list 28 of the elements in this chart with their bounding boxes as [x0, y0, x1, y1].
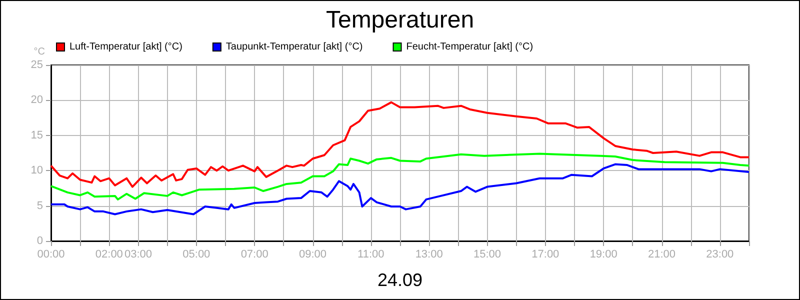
x-tick-label: 00:00: [37, 248, 65, 260]
x-axis-title: 24.09: [377, 270, 423, 290]
legend-label: Luft-Temperatur [akt] (°C): [70, 42, 182, 52]
x-tick-label: 17:00: [532, 248, 560, 260]
line-series: [50, 101, 750, 188]
x-tick-label: 03:00: [124, 248, 152, 260]
line-series: [50, 152, 750, 200]
y-tick-label: 20: [30, 94, 43, 106]
x-tick-label: 13:00: [415, 248, 443, 260]
y-tick-label: 5: [36, 200, 43, 212]
y-tick-label: 25: [30, 59, 43, 71]
y-axis-title: °C: [34, 46, 45, 58]
y-tick-label: 0: [36, 235, 43, 247]
x-tick-label: 23:00: [706, 248, 734, 260]
chart-title: Temperaturen: [326, 6, 474, 34]
x-tick-label: 09:00: [298, 248, 327, 260]
x-tick-label: 05:00: [182, 248, 210, 260]
y-tick-label: 15: [30, 129, 43, 142]
legend-label: Taupunkt-Temperatur [akt] (°C): [226, 42, 363, 52]
legend-label: Feucht-Temperatur [akt] (°C): [406, 42, 534, 52]
x-tick-label: 02:00: [95, 248, 123, 260]
x-tick-label: 07:00: [240, 248, 268, 260]
x-tick-label: 15:00: [473, 248, 502, 260]
x-tick-label: 19:00: [590, 248, 618, 260]
y-tick-label: 10: [30, 164, 43, 177]
line-series: [50, 163, 750, 216]
x-tick-label: 11:00: [358, 248, 384, 260]
x-tick-label: 21:00: [648, 248, 676, 260]
